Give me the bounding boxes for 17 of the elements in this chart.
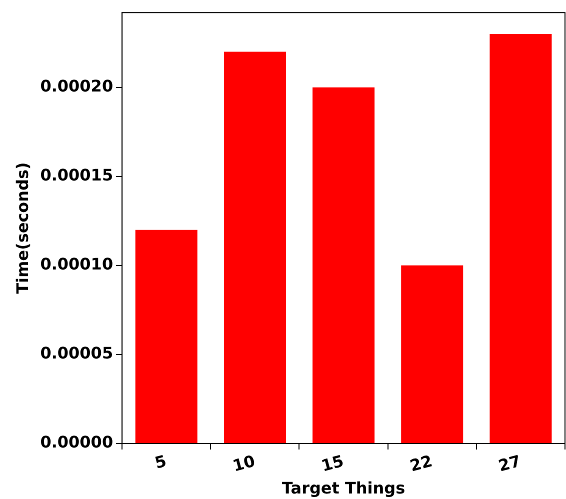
bar	[401, 265, 464, 443]
x-tick-label: 10	[230, 451, 258, 476]
y-tick-label: 0.00005	[40, 344, 114, 363]
x-tick-label: 27	[496, 451, 523, 476]
y-axis-title: Time(seconds)	[12, 162, 32, 294]
y-tick-label: 0.00020	[40, 76, 114, 96]
x-tick-label: 15	[319, 451, 346, 476]
x-tick-label: 22	[408, 451, 434, 476]
x-tick-label: 5	[152, 451, 168, 473]
bar	[312, 87, 375, 443]
bar	[135, 230, 198, 443]
y-tick-label: 0.00015	[40, 166, 114, 185]
bar	[490, 34, 552, 443]
y-tick-label: 0.00000	[40, 432, 114, 452]
x-axis-title: Target Things	[282, 478, 406, 498]
y-tick-label: 0.00010	[40, 254, 114, 274]
bar	[224, 52, 286, 443]
